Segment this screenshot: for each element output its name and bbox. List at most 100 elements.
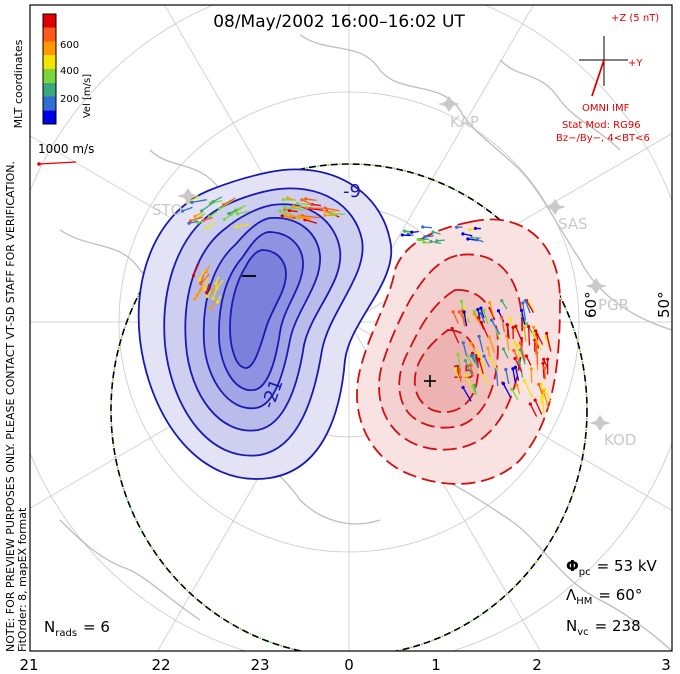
velocity-vector (544, 367, 546, 380)
velocity-vector (452, 311, 459, 324)
velocity-vector-origin (214, 282, 218, 286)
colorbar-segment (43, 41, 56, 56)
velocity-vector (495, 369, 499, 386)
velocity-vector (297, 202, 314, 206)
velocity-vector (529, 403, 538, 417)
velocity-vector-origin (235, 212, 240, 216)
velocity-vector (489, 356, 499, 372)
velocity-vector-origin (479, 311, 483, 315)
colorbar-segment (43, 96, 56, 111)
velocity-vector-origin (469, 341, 473, 346)
imf-condition: Bz−/By−, 4<BT<6 (556, 133, 650, 144)
velocity-vector (515, 326, 523, 343)
velocity-vector (199, 269, 206, 281)
velocity-vector (461, 310, 466, 327)
velocity-vector (458, 370, 462, 382)
velocity-vector-origin (471, 384, 475, 389)
velocity-vector-origin (189, 219, 193, 223)
velocity-vector-origin (528, 402, 532, 406)
velocity-vector (532, 333, 542, 350)
mlt-tick-1: 1 (431, 656, 441, 674)
velocity-vector (284, 207, 297, 210)
colorbar-segment (43, 69, 56, 83)
velocity-vector-origin (227, 212, 231, 216)
reference-vector-label: 1000 m/s (38, 142, 94, 156)
velocity-vector-origin (323, 210, 328, 214)
velocity-vector-origin (532, 325, 536, 329)
velocity-vector-origin (521, 301, 525, 305)
station-sto: STO (152, 201, 183, 219)
velocity-vector-origin (472, 309, 476, 313)
velocity-vector-origin (505, 323, 509, 327)
colorbar-tick-200: 200 (60, 94, 79, 105)
velocity-vector-origin (281, 198, 285, 202)
velocity-vector (182, 206, 193, 212)
plot-title: 08/May/2002 16:00–16:02 UT (213, 12, 465, 32)
velocity-vector (514, 367, 520, 381)
colorbar-tick-400: 400 (60, 66, 79, 77)
station-kap: KAP (450, 113, 479, 131)
velocity-vector (462, 387, 472, 402)
velocity-vector-origin (200, 209, 204, 213)
velocity-vector-origin (533, 398, 537, 402)
negative-cell (137, 168, 393, 480)
velocity-vector-origin (531, 331, 536, 336)
velocity-vector (542, 390, 549, 408)
velocity-vector (301, 199, 315, 207)
velocity-vector-origin (222, 217, 227, 221)
velocity-vector-origin (459, 299, 464, 303)
velocity-vector-origin (534, 345, 539, 349)
velocity-vector-origin (500, 315, 504, 320)
velocity-vector (544, 388, 552, 403)
velocity-vector-origin (469, 236, 473, 240)
velocity-vector (472, 386, 477, 396)
velocity-vector-origin (468, 228, 472, 232)
velocity-vector (235, 204, 246, 211)
velocity-vector (501, 300, 508, 310)
velocity-vector-origin (501, 382, 506, 386)
velocity-vector-origin (482, 354, 486, 358)
velocity-vector-origin (416, 237, 420, 242)
velocity-vector (514, 358, 523, 373)
velocity-vector-origin (422, 240, 426, 244)
velocity-vector (502, 348, 509, 359)
velocity-vector-origin (512, 348, 516, 353)
imf-model: Stat Mod: RG96 (562, 120, 641, 131)
velocity-vector (219, 200, 233, 210)
velocity-vector-origin (490, 318, 494, 322)
velocity-vector-origin (215, 300, 220, 304)
velocity-vector-origin (466, 237, 470, 241)
velocity-vector (451, 328, 460, 344)
velocity-vector-origin (323, 213, 327, 217)
velocity-vector-origin (193, 297, 197, 301)
velocity-vector-origin (510, 387, 514, 391)
station-pgr: PGR (598, 296, 629, 314)
velocity-vector-origin (511, 367, 515, 371)
velocity-vector (541, 396, 545, 414)
velocity-vector-origin (508, 317, 512, 321)
velocity-vector-origin (519, 308, 524, 313)
station-sas: SAS (558, 215, 588, 233)
velocity-vector-origin (203, 286, 207, 290)
velocity-vector-origin (518, 341, 522, 345)
colorbar-segment (43, 14, 56, 28)
velocity-vector (201, 201, 215, 212)
velocity-vector-origin (469, 354, 474, 358)
velocity-vector (466, 355, 474, 366)
velocity-vector-origin (468, 363, 472, 367)
velocity-vector-origin (461, 232, 465, 236)
velocity-vector-origin (500, 299, 504, 303)
velocity-vector-origin (410, 230, 414, 234)
velocity-vector (502, 383, 512, 398)
velocity-vector-origin (300, 198, 304, 202)
velocity-vector-origin (542, 357, 546, 361)
velocity-vector (192, 262, 200, 276)
velocity-vector (194, 286, 203, 300)
velocity-vector (512, 368, 517, 384)
colorbar-segment (43, 27, 56, 42)
velocity-vector (519, 349, 526, 365)
velocity-vector (212, 196, 223, 203)
velocity-vector (463, 308, 468, 320)
velocity-vector-origin (204, 270, 208, 274)
velocity-vector (513, 342, 521, 357)
